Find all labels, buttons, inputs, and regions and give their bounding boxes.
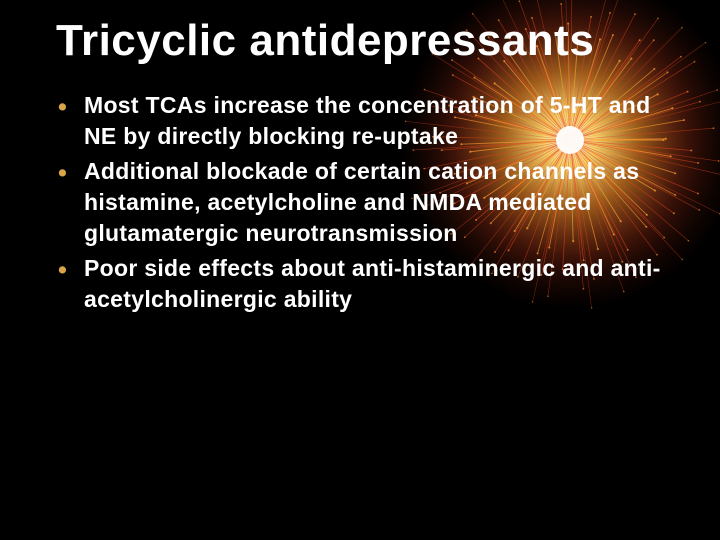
- slide-content: Tricyclic antidepressants Most TCAs incr…: [0, 0, 720, 340]
- slide-title: Tricyclic antidepressants: [56, 18, 670, 64]
- bullet-item: Poor side effects about anti-histaminerg…: [56, 253, 670, 315]
- bullet-item: Most TCAs increase the concentration of …: [56, 90, 670, 152]
- bullet-list: Most TCAs increase the concentration of …: [56, 90, 670, 315]
- bullet-item: Additional blockade of certain cation ch…: [56, 156, 670, 249]
